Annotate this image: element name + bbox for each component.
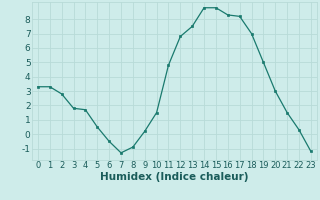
X-axis label: Humidex (Indice chaleur): Humidex (Indice chaleur) bbox=[100, 172, 249, 182]
